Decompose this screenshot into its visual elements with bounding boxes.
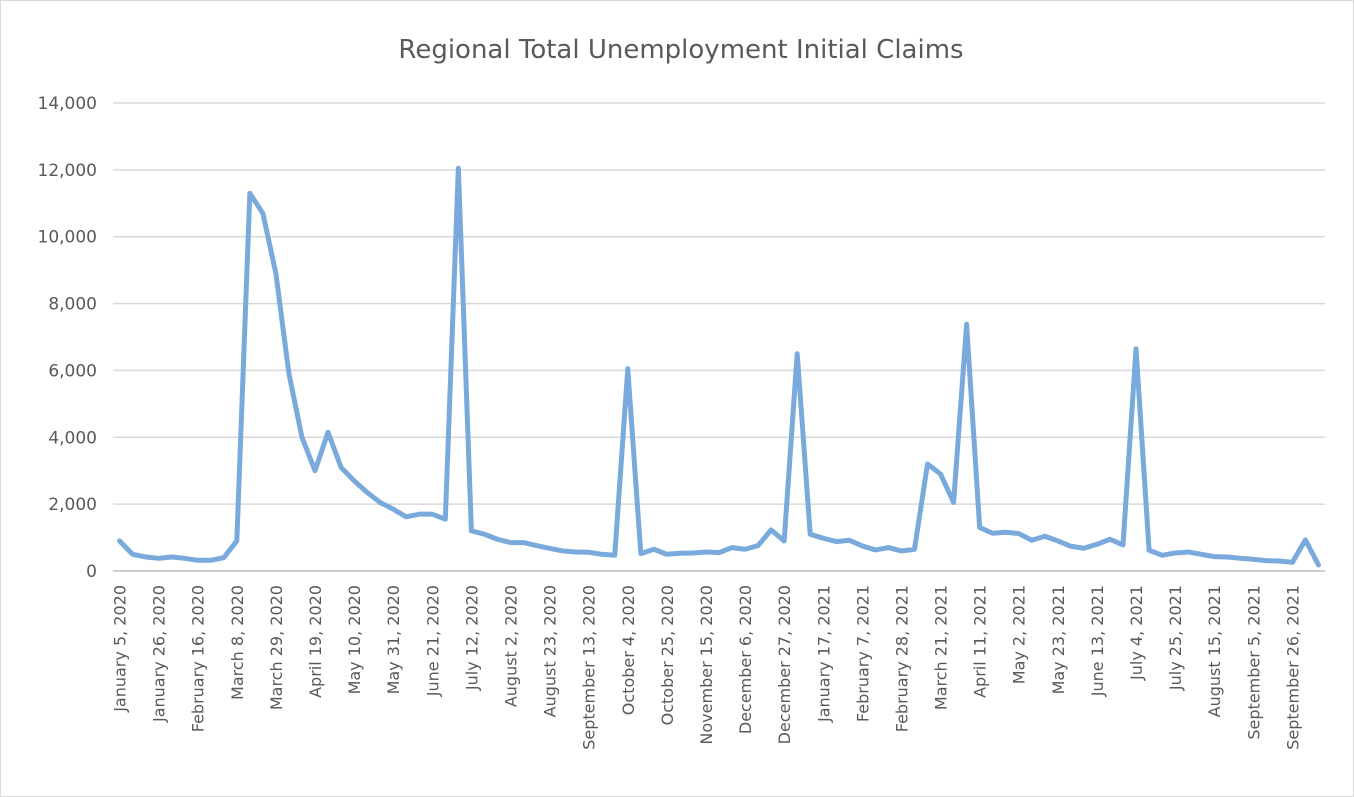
x-tick-label: May 10, 2020: [345, 585, 364, 694]
x-tick-label: March 21, 2021: [932, 585, 951, 710]
x-tick-label: September 13, 2020: [580, 585, 599, 750]
x-axis-tick-labels: January 5, 2020 January 26, 2020 February …: [111, 585, 1303, 750]
y-axis-tick-labels: 0 2,000 4,000 6,000 8,000 10,000 12,000 14,000: [38, 94, 97, 582]
x-tick-label: August 2, 2020: [501, 585, 520, 707]
y-tick-label: 4,000: [48, 428, 97, 448]
chart-title: Regional Total Unemployment Initial Clai…: [398, 35, 963, 65]
x-tick-label: June 21, 2020: [423, 585, 442, 697]
y-tick-label: 12,000: [38, 161, 97, 181]
x-tick-label: June 13, 2021: [1088, 585, 1107, 697]
y-tick-label: 14,000: [38, 94, 97, 114]
x-tick-label: December 6, 2020: [736, 585, 755, 734]
x-tick-label: January 17, 2021: [814, 585, 833, 723]
x-tick-label: May 31, 2020: [384, 585, 403, 694]
x-tick-label: November 15, 2020: [697, 585, 716, 745]
x-tick-label: July 12, 2020: [462, 585, 481, 691]
gridlines: [113, 102, 1325, 505]
x-tick-label: September 26, 2021: [1283, 585, 1302, 750]
x-tick-label: July 4, 2021: [1127, 585, 1146, 681]
x-tick-label: July 25, 2021: [1166, 585, 1185, 691]
x-tick-label: February 16, 2020: [189, 585, 208, 732]
x-tick-label: October 4, 2020: [619, 585, 638, 715]
x-tick-label: April 19, 2020: [306, 585, 325, 698]
x-tick-label: January 26, 2020: [150, 585, 169, 723]
series-lines: [117, 165, 1321, 568]
x-tick-label: August 15, 2021: [1205, 585, 1224, 717]
y-tick-label: 2,000: [48, 495, 97, 515]
x-tick-label: February 28, 2021: [892, 585, 911, 732]
x-tick-label: March 8, 2020: [228, 585, 247, 700]
x-tick-label: August 23, 2020: [541, 585, 560, 717]
x-tick-label: January 5, 2020: [111, 585, 130, 713]
y-tick-label: 10,000: [38, 228, 97, 248]
x-tick-label: May 2, 2021: [1010, 585, 1029, 684]
x-tick-label: February 7, 2021: [853, 585, 872, 722]
x-tick-label: September 5, 2021: [1244, 585, 1263, 740]
y-tick-label: 6,000: [48, 361, 97, 381]
x-tick-label: December 27, 2020: [775, 585, 794, 744]
series-line: [117, 165, 1321, 568]
y-tick-label: 8,000: [48, 295, 97, 315]
x-tick-label: March 29, 2020: [267, 585, 286, 710]
x-tick-label: April 11, 2021: [971, 585, 990, 698]
x-tick-label: October 25, 2020: [658, 585, 677, 725]
x-tick-label: May 23, 2021: [1049, 585, 1068, 694]
y-tick-label: 0: [86, 562, 97, 582]
